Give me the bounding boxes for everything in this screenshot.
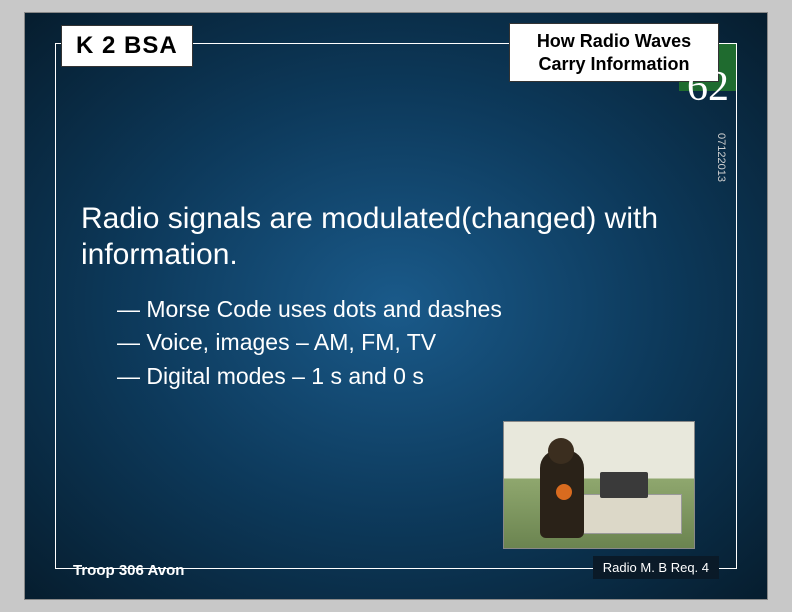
bullet-item: Morse Code uses dots and dashes xyxy=(117,293,502,326)
date-stamp: 07122013 xyxy=(715,133,727,182)
logo-box: K 2 BSA xyxy=(61,25,193,67)
main-text: Radio signals are modulated(changed) wit… xyxy=(81,201,711,273)
photo-table-shape xyxy=(582,494,682,534)
photo-orange-patch xyxy=(556,484,572,500)
footer-troop: Troop 306 Avon xyxy=(73,562,184,579)
photo-radio-shape xyxy=(600,472,648,498)
photo-person-head xyxy=(548,438,574,464)
bullet-list: Morse Code uses dots and dashes Voice, i… xyxy=(117,293,502,393)
slide: K 2 BSA How Radio Waves Carry Informatio… xyxy=(24,12,768,600)
slide-number: 62 xyxy=(687,63,729,111)
bullet-item: Digital modes – 1 s and 0 s xyxy=(117,360,502,393)
bullet-item: Voice, images – AM, FM, TV xyxy=(117,326,502,359)
footer-requirement: Radio M. B Req. 4 xyxy=(593,556,719,579)
photo-radio-operator xyxy=(503,421,695,549)
